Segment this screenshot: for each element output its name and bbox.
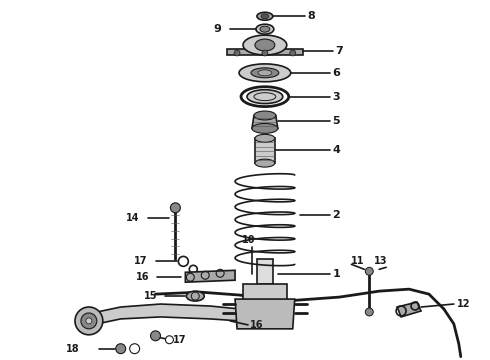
- Text: 17: 17: [134, 256, 147, 266]
- Ellipse shape: [258, 70, 272, 76]
- Ellipse shape: [255, 159, 275, 167]
- Text: 3: 3: [333, 92, 340, 102]
- Circle shape: [81, 313, 97, 329]
- Ellipse shape: [255, 134, 275, 142]
- Circle shape: [116, 344, 125, 354]
- Ellipse shape: [255, 39, 275, 51]
- Ellipse shape: [260, 26, 270, 32]
- Text: 14: 14: [125, 213, 139, 223]
- Text: 4: 4: [333, 145, 341, 155]
- Circle shape: [234, 50, 240, 56]
- Text: 5: 5: [333, 116, 340, 126]
- Circle shape: [86, 318, 92, 324]
- Ellipse shape: [252, 123, 278, 133]
- Text: 16: 16: [250, 320, 264, 330]
- Circle shape: [150, 331, 161, 341]
- Polygon shape: [185, 270, 235, 282]
- Text: 17: 17: [173, 335, 187, 345]
- Ellipse shape: [256, 24, 274, 34]
- Text: 2: 2: [333, 210, 340, 220]
- Polygon shape: [255, 138, 275, 163]
- Polygon shape: [252, 116, 278, 129]
- Polygon shape: [243, 284, 287, 319]
- Text: 11: 11: [351, 256, 365, 266]
- Ellipse shape: [261, 14, 269, 19]
- Ellipse shape: [239, 64, 291, 82]
- Circle shape: [171, 203, 180, 213]
- Ellipse shape: [243, 35, 287, 55]
- Text: 13: 13: [374, 256, 388, 266]
- Text: 16: 16: [136, 272, 149, 282]
- Circle shape: [366, 308, 373, 316]
- Circle shape: [262, 50, 268, 56]
- Text: 10: 10: [242, 234, 255, 244]
- Circle shape: [366, 267, 373, 275]
- Text: 9: 9: [213, 24, 221, 34]
- Ellipse shape: [186, 291, 204, 301]
- Ellipse shape: [257, 12, 273, 20]
- Text: 8: 8: [308, 11, 316, 21]
- Text: 7: 7: [336, 46, 343, 56]
- Ellipse shape: [247, 90, 283, 104]
- Text: 12: 12: [457, 299, 470, 309]
- Circle shape: [290, 50, 295, 56]
- Circle shape: [75, 307, 103, 335]
- Text: 1: 1: [333, 269, 340, 279]
- Text: 18: 18: [66, 344, 80, 354]
- Polygon shape: [397, 302, 421, 317]
- Text: 15: 15: [144, 291, 157, 301]
- Polygon shape: [83, 304, 245, 327]
- Polygon shape: [227, 49, 303, 55]
- Text: 6: 6: [333, 68, 341, 78]
- Polygon shape: [257, 260, 273, 284]
- Polygon shape: [235, 299, 294, 329]
- Ellipse shape: [254, 111, 276, 120]
- Ellipse shape: [251, 68, 279, 78]
